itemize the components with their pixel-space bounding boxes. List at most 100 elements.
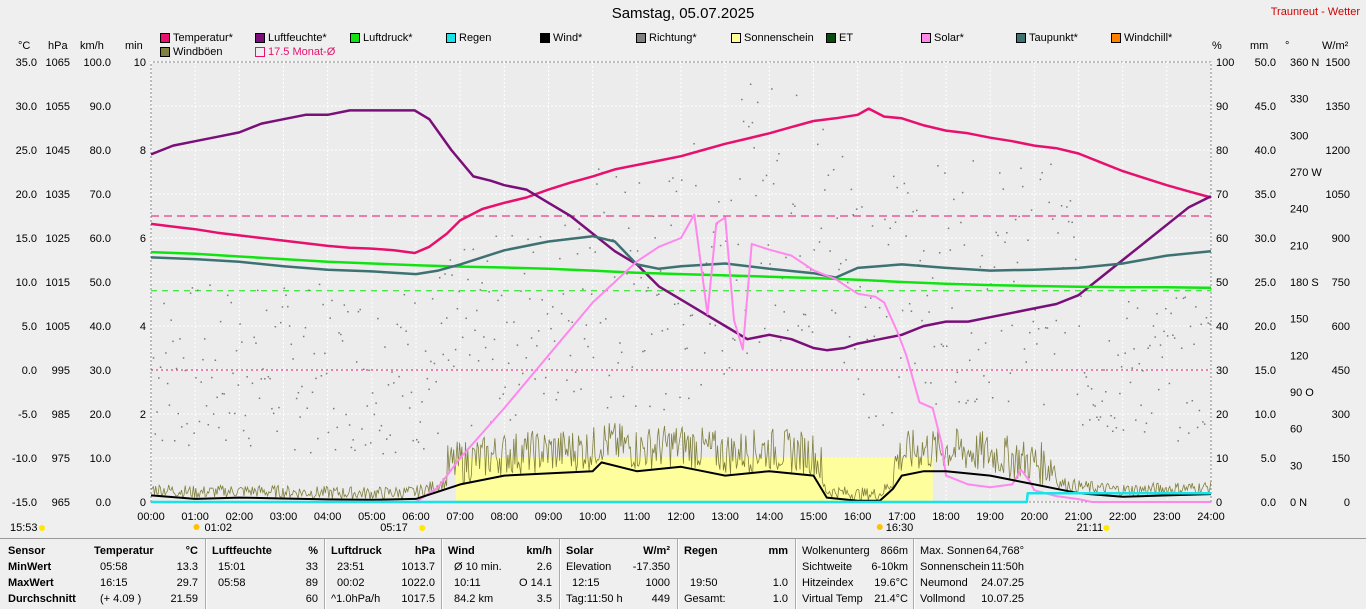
y-tick-label-solar: 1050	[1326, 189, 1350, 201]
legend-windchill[interactable]: Windchill*	[1111, 32, 1172, 44]
direction-point	[159, 366, 162, 368]
direction-point	[1122, 429, 1125, 431]
brand-label[interactable]: Traunreut - Wetter	[1270, 6, 1360, 18]
direction-point	[232, 372, 234, 375]
direction-point	[981, 254, 983, 257]
direction-point	[200, 381, 202, 383]
stats-solar-col: Solar W/m² Elevation -17.350 12:15 1000 Tag…	[566, 543, 670, 607]
direction-point	[465, 317, 467, 320]
direction-point	[774, 304, 777, 307]
direction-point	[831, 309, 833, 312]
direction-point	[1027, 239, 1029, 241]
direction-point	[1066, 206, 1068, 208]
legend-regen[interactable]: Regen	[446, 32, 491, 44]
legend-label: Luftdruck*	[363, 32, 413, 44]
direction-point	[864, 306, 867, 308]
direction-point	[544, 376, 547, 379]
y-tick-label-direction: 330	[1290, 94, 1308, 106]
direction-point	[481, 282, 483, 284]
y-tick-label-direction: 300	[1290, 130, 1308, 142]
stats-value: 1022.0	[401, 577, 435, 589]
direction-point	[808, 325, 810, 328]
swatch-icon	[446, 33, 456, 43]
direction-point	[976, 398, 978, 401]
direction-point	[407, 343, 409, 346]
direction-point	[161, 439, 164, 442]
sunshine-band	[455, 458, 933, 502]
direction-point	[958, 401, 960, 403]
direction-point	[246, 376, 248, 378]
direction-point	[619, 342, 621, 344]
legend-temperatur[interactable]: Temperatur*	[160, 32, 233, 44]
stats-value: 1013.7	[401, 561, 435, 573]
y-tick-label-pressure: 1055	[46, 101, 70, 113]
legend-luftfeuchte[interactable]: Luftfeuchte*	[255, 32, 327, 44]
direction-point	[801, 329, 803, 331]
y-tick-label-solar: 1500	[1326, 57, 1350, 69]
x-tick-label: 10:00	[579, 511, 607, 523]
legend-et[interactable]: ET	[826, 32, 853, 44]
direction-point	[1182, 297, 1185, 300]
legend-luftdruck[interactable]: Luftdruck*	[350, 32, 413, 44]
series-line-solar	[151, 213, 1211, 503]
direction-point	[1163, 330, 1165, 333]
direction-point	[211, 376, 213, 379]
direction-point	[274, 325, 277, 328]
direction-point	[850, 188, 853, 191]
direction-point	[195, 377, 197, 379]
direction-point	[221, 392, 224, 395]
direction-point	[292, 358, 294, 360]
direction-point	[170, 319, 172, 321]
direction-point	[151, 369, 153, 371]
direction-point	[942, 345, 944, 347]
direction-point	[474, 329, 476, 332]
direction-point	[348, 424, 351, 426]
direction-point	[900, 357, 902, 359]
direction-point	[566, 379, 568, 381]
legend-richtung[interactable]: Richtung*	[636, 32, 697, 44]
direction-point	[278, 406, 280, 409]
direction-point	[719, 244, 722, 247]
direction-point	[394, 451, 397, 454]
direction-point	[1092, 404, 1095, 406]
stats-header: Wind	[448, 545, 475, 557]
legend-sonnenschein[interactable]: Sonnenschein	[731, 32, 814, 44]
legend-taupunkt[interactable]: Taupunkt*	[1016, 32, 1078, 44]
y-tick-label-humidity: 70	[1216, 189, 1228, 201]
direction-point	[893, 175, 895, 178]
x-tick-label: 06:00	[402, 511, 430, 523]
direction-point	[202, 358, 204, 361]
direction-point	[332, 407, 335, 410]
direction-point	[371, 392, 374, 394]
direction-point	[813, 249, 815, 251]
direction-point	[1119, 392, 1121, 395]
legend-wind[interactable]: Wind*	[540, 32, 582, 44]
direction-point	[234, 412, 236, 415]
direction-point	[809, 269, 812, 271]
direction-point	[824, 189, 826, 191]
direction-point	[613, 276, 616, 278]
x-tick-label: 20:00	[1021, 511, 1049, 523]
direction-point	[152, 357, 155, 359]
direction-point	[951, 307, 953, 309]
direction-point	[391, 371, 393, 373]
series-line-luftfeuchte	[150, 109, 1212, 352]
direction-point	[320, 375, 323, 377]
direction-point	[714, 324, 717, 327]
direction-point	[1096, 416, 1098, 418]
direction-point	[643, 349, 646, 352]
legend-windboeen[interactable]: Windböen	[160, 46, 223, 58]
legend-solar[interactable]: Solar*	[921, 32, 964, 44]
direction-point	[947, 227, 950, 230]
x-tick-label: 15:00	[800, 511, 828, 523]
legend-monat-avg[interactable]: 17.5 Monat-Ø	[255, 46, 335, 58]
direction-point	[476, 309, 478, 312]
direction-point	[659, 270, 662, 272]
direction-point	[654, 237, 656, 239]
direction-point	[1034, 309, 1036, 311]
direction-point	[1140, 404, 1142, 407]
direction-point	[179, 338, 181, 340]
stats-row-label: MinWert	[8, 561, 52, 573]
direction-point	[223, 393, 225, 395]
time-marker-label: 16:30	[886, 522, 914, 534]
